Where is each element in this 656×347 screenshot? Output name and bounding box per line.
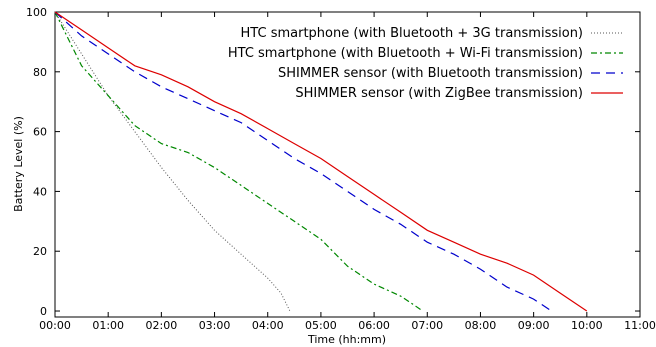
x-tick-label: 05:00 [305, 319, 337, 332]
legend-label: SHIMMER sensor (with ZigBee transmission… [295, 86, 583, 101]
y-axis: 0 20 40 60 80 100 [26, 6, 640, 318]
legend-label: SHIMMER sensor (with Bluetooth transmiss… [278, 66, 583, 81]
y-tick-label: 80 [33, 66, 47, 79]
series-line-4 [54, 11, 588, 312]
x-tick-label: 04:00 [252, 319, 284, 332]
x-tick-label: 00:00 [39, 319, 71, 332]
x-tick-label: 10:00 [571, 319, 603, 332]
x-tick-label: 07:00 [411, 319, 443, 332]
x-tick-label: 03:00 [199, 319, 231, 332]
series-line-3 [54, 11, 552, 312]
x-axis-label: Time (hh:mm) [307, 333, 386, 346]
y-tick-label: 60 [33, 126, 47, 139]
x-tick-label: 09:00 [518, 319, 550, 332]
legend: HTC smartphone (with Bluetooth + 3G tran… [228, 26, 623, 101]
y-tick-label: 100 [26, 6, 47, 19]
x-tick-label: 08:00 [465, 319, 497, 332]
plot-border [54, 11, 641, 318]
legend-label: HTC smartphone (with Bluetooth + Wi-Fi t… [228, 46, 583, 61]
x-tick-label: 01:00 [92, 319, 124, 332]
plot-frame [54, 11, 641, 318]
series-line-2 [54, 11, 424, 312]
y-tick-label: 40 [33, 185, 47, 198]
x-tick-label: 11:00 [624, 319, 656, 332]
y-tick-label: 20 [33, 245, 47, 258]
x-tick-label: 02:00 [146, 319, 178, 332]
y-axis-label: Battery Level (%) [12, 116, 25, 212]
x-axis: 00:00 01:00 02:00 03:00 04:00 05:00 06:00 07:00… [39, 12, 656, 332]
y-tick-label: 0 [40, 305, 47, 318]
series-lines [54, 11, 588, 312]
x-tick-label: 06:00 [358, 319, 390, 332]
legend-label: HTC smartphone (with Bluetooth + 3G tran… [241, 26, 583, 41]
